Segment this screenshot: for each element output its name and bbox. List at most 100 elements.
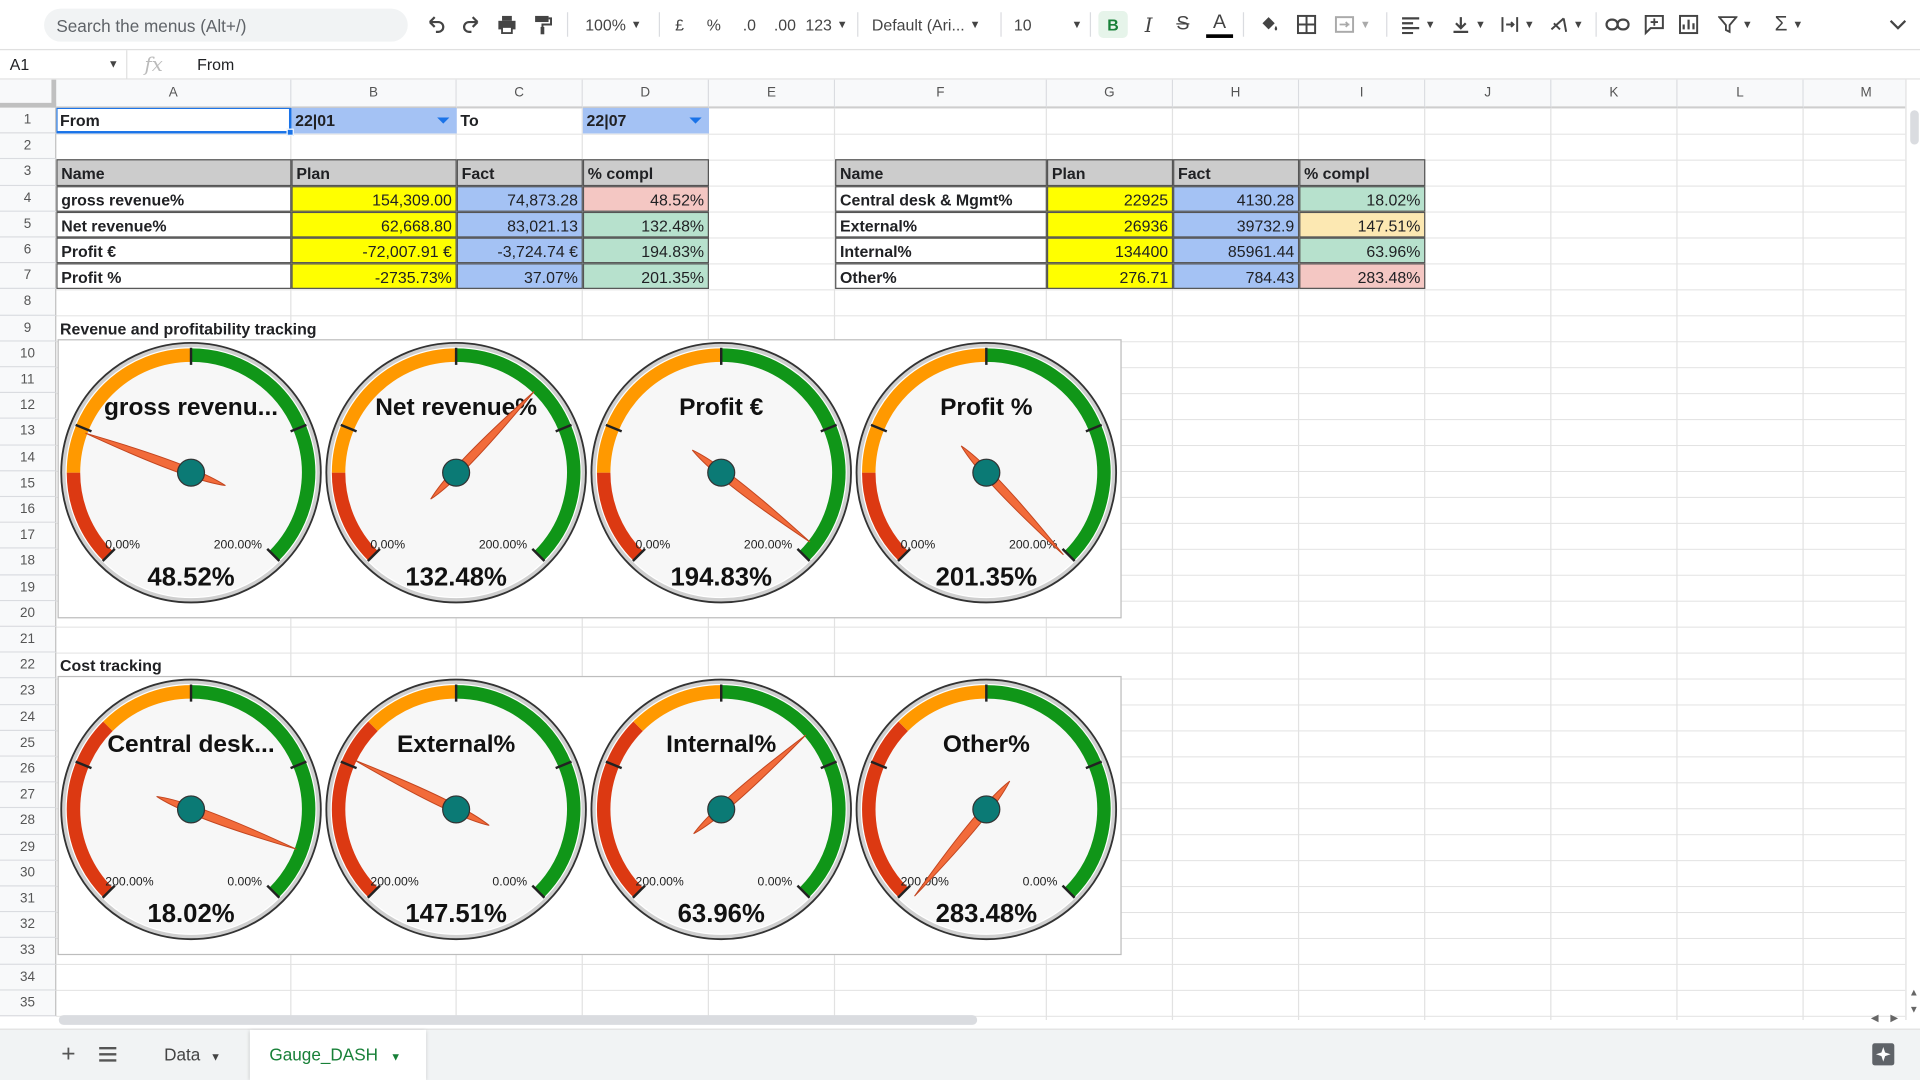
column-header-l[interactable]: L (1677, 79, 1804, 108)
row-header-7[interactable]: 7 (0, 263, 57, 290)
row-header-19[interactable]: 19 (0, 575, 57, 601)
table-cell[interactable]: 201.35% (582, 263, 709, 290)
horizontal-scroll-thumb[interactable] (58, 1015, 978, 1025)
italic-button[interactable]: I (1144, 12, 1153, 37)
horizontal-align-icon[interactable]: ▼ (1397, 11, 1439, 38)
column-header-g[interactable]: G (1046, 79, 1174, 108)
cell-from-label[interactable]: From (60, 111, 100, 130)
row-header-6[interactable]: 6 (0, 237, 57, 264)
insert-chart-icon[interactable] (1675, 11, 1702, 38)
row-header-35[interactable]: 35 (0, 990, 57, 1017)
cell-to-label[interactable]: To (460, 111, 479, 130)
text-color-button[interactable]: A (1205, 11, 1234, 38)
row-header-5[interactable]: 5 (0, 211, 57, 238)
table-cell[interactable]: 154,309.00 (291, 185, 457, 212)
column-header-k[interactable]: K (1551, 79, 1678, 108)
to-date-dropdown[interactable]: 22|07 (582, 107, 709, 134)
text-rotation-icon[interactable]: ▼ (1545, 11, 1587, 38)
font-family-select[interactable]: Default (Ari... ▼ (871, 15, 981, 34)
table-cell[interactable]: 48.52% (582, 185, 709, 212)
borders-icon[interactable] (1293, 11, 1320, 38)
table-header[interactable]: Name (835, 159, 1047, 186)
select-all-corner[interactable] (0, 79, 57, 108)
column-header-e[interactable]: E (708, 79, 836, 108)
insert-link-icon[interactable] (1604, 11, 1631, 38)
row-header-26[interactable]: 26 (0, 756, 57, 783)
table-cell[interactable]: 784.43 (1173, 263, 1300, 290)
dropdown-arrow-icon[interactable] (689, 117, 702, 124)
font-size-select[interactable]: 10 ▼ (1013, 15, 1083, 34)
column-header-m[interactable]: M (1803, 79, 1906, 108)
table-header[interactable]: % compl (582, 159, 709, 186)
sheet-tab-gauge-dash[interactable]: Gauge_DASH ▼ (249, 1029, 427, 1080)
row-header-21[interactable]: 21 (0, 626, 57, 653)
row-header-20[interactable]: 20 (0, 600, 57, 627)
table-cell[interactable]: 276.71 (1046, 263, 1174, 290)
add-sheet-icon[interactable]: + (61, 1040, 76, 1068)
table-header[interactable]: % compl (1299, 159, 1426, 186)
row-header-30[interactable]: 30 (0, 860, 57, 887)
vertical-align-icon[interactable]: ▼ (1447, 11, 1489, 38)
increase-decimal-button[interactable]: .00 (773, 15, 796, 34)
row-header-12[interactable]: 12 (0, 393, 57, 420)
table-cell[interactable]: -72,007.91 € (291, 237, 457, 264)
table-row-label[interactable]: External% (835, 211, 1047, 238)
table-row-label[interactable]: gross revenue% (56, 185, 292, 212)
row-header-27[interactable]: 27 (0, 782, 57, 809)
functions-icon[interactable]: Σ ▼ (1774, 12, 1804, 36)
column-header-c[interactable]: C (456, 79, 583, 108)
table-cell[interactable]: 132.48% (582, 211, 709, 238)
column-header-b[interactable]: B (291, 79, 457, 108)
sheet-tab-data[interactable]: Data ▼ (164, 1044, 222, 1065)
column-header-j[interactable]: J (1425, 79, 1552, 108)
table-header[interactable]: Plan (291, 159, 457, 186)
table-cell[interactable]: 22925 (1046, 185, 1174, 212)
name-box[interactable]: A1 ▼ (0, 50, 128, 80)
table-cell[interactable]: 63.96% (1299, 237, 1426, 264)
table-cell[interactable]: 85961.44 (1173, 237, 1300, 264)
table-row-label[interactable]: Internal% (835, 237, 1047, 264)
zoom-select[interactable]: 100% ▼ (585, 15, 642, 34)
column-header-d[interactable]: D (582, 79, 709, 108)
row-header-17[interactable]: 17 (0, 523, 57, 550)
column-header-f[interactable]: F (835, 79, 1047, 108)
column-header-i[interactable]: I (1299, 79, 1426, 108)
row-header-14[interactable]: 14 (0, 445, 57, 472)
currency-format-button[interactable]: £ (675, 15, 685, 34)
percent-format-button[interactable]: % (706, 15, 721, 34)
scroll-left-icon[interactable]: ◀ (1870, 1012, 1879, 1024)
row-header-22[interactable]: 22 (0, 652, 57, 679)
insert-comment-icon[interactable] (1641, 11, 1668, 38)
table-cell[interactable]: -2735.73% (291, 263, 457, 290)
row-header-33[interactable]: 33 (0, 938, 57, 965)
strikethrough-button[interactable]: S (1176, 13, 1190, 35)
row-header-32[interactable]: 32 (0, 912, 57, 939)
table-row-label[interactable]: Profit € (56, 237, 292, 264)
from-date-dropdown[interactable]: 22|01 (291, 107, 457, 134)
table-cell[interactable]: 39732.9 (1173, 211, 1300, 238)
redo-icon[interactable] (459, 11, 483, 38)
paint-format-icon[interactable] (530, 11, 554, 38)
table-cell[interactable]: 83,021.13 (456, 211, 583, 238)
dropdown-arrow-icon[interactable] (437, 117, 450, 124)
table-cell[interactable]: 37.07% (456, 263, 583, 290)
row-header-1[interactable]: 1 (0, 107, 57, 134)
table-header[interactable]: Plan (1046, 159, 1174, 186)
row-header-23[interactable]: 23 (0, 678, 57, 705)
table-cell[interactable]: 134400 (1046, 237, 1174, 264)
table-row-label[interactable]: Central desk & Mgmt% (835, 185, 1047, 212)
row-header-24[interactable]: 24 (0, 704, 57, 731)
table-cell[interactable]: 18.02% (1299, 185, 1426, 212)
all-sheets-icon[interactable] (98, 1046, 118, 1069)
cells-area[interactable]: From 22|01 To 22|07 Name Plan Fact% compl gross… (55, 106, 1906, 1021)
row-header-15[interactable]: 15 (0, 471, 57, 498)
revenue-gauge-chart[interactable]: gross revenu... 0.00% 200.00% 48.52% Net rev… (57, 338, 1122, 618)
table-cell[interactable]: 283.48% (1299, 263, 1426, 290)
merge-cells-icon[interactable]: ▼ (1330, 11, 1374, 38)
cost-gauge-chart[interactable]: Central desk... 200.00% 0.00% 18.02% Externa… (57, 676, 1122, 956)
undo-icon[interactable] (424, 11, 448, 38)
vertical-scrollbar[interactable]: ▲ ▼ (1905, 79, 1920, 1021)
row-header-28[interactable]: 28 (0, 808, 57, 835)
row-header-2[interactable]: 2 (0, 133, 57, 160)
table-cell[interactable]: 4130.28 (1173, 185, 1300, 212)
